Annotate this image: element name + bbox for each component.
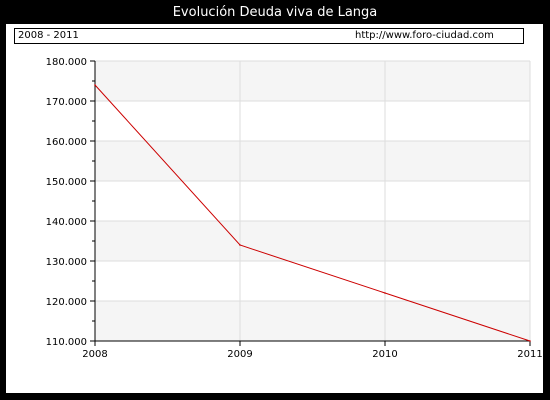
plot-band (95, 301, 530, 341)
x-tick-label: 2010 (372, 349, 397, 360)
y-tick-label: 150.000 (46, 177, 87, 188)
x-tick-label: 2011 (517, 349, 542, 360)
chart-panel: 2008 - 2011 http://www.foro-ciudad.com 1… (6, 24, 543, 393)
line-chart: 110.000 120.000 130.000 140.000 150.000 160.0… (46, 57, 543, 360)
source-link[interactable]: http://www.foro-ciudad.com (355, 30, 494, 41)
plot-band (95, 141, 530, 181)
y-tick-label: 130.000 (46, 257, 87, 268)
series-line (94, 84, 531, 342)
data-point (94, 84, 96, 86)
y-tick-label: 140.000 (46, 217, 87, 228)
y-tick-label: 160.000 (46, 137, 87, 148)
y-tick-label: 110.000 (46, 337, 87, 348)
period-label: 2008 - 2011 (18, 30, 79, 41)
x-tick-label: 2009 (227, 349, 252, 360)
y-tick-label: 120.000 (46, 297, 87, 308)
plot-band (95, 261, 530, 301)
chart-title: Evolución Deuda viva de Langa (172, 5, 378, 20)
info-bar: 2008 - 2011 http://www.foro-ciudad.com (14, 28, 524, 44)
data-point (529, 340, 531, 342)
plot-band (95, 181, 530, 221)
plot-band (95, 61, 530, 101)
data-point (239, 244, 241, 246)
data-point (384, 292, 386, 294)
plot-band (95, 221, 530, 261)
y-tick-label: 170.000 (46, 97, 87, 108)
plot-band (95, 101, 530, 141)
x-tick-label: 2008 (82, 349, 107, 360)
y-tick-label: 180.000 (46, 57, 87, 68)
